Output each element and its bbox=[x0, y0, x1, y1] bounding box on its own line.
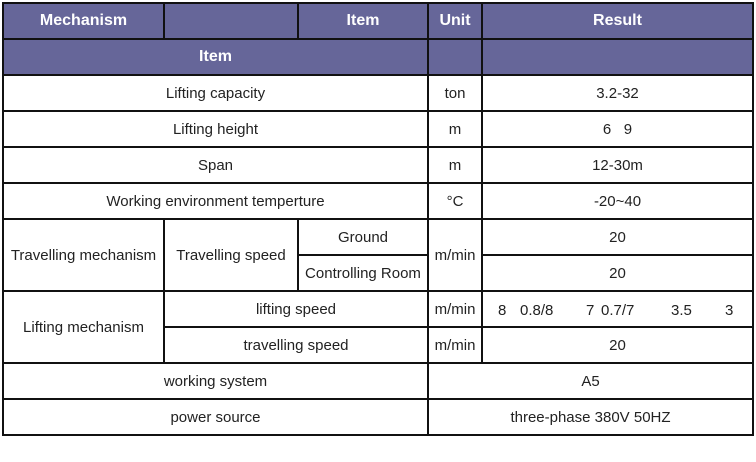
table-row: Travelling mechanism Travelling speed Gr… bbox=[2, 218, 754, 292]
header-blank bbox=[163, 2, 299, 40]
unit-cell: ton bbox=[427, 74, 483, 112]
item-cell: Working environment temperture bbox=[2, 182, 429, 220]
result-cell: three-phase 380V 50HZ bbox=[427, 398, 754, 436]
table-row: Controlling Room 20 bbox=[3, 254, 754, 292]
value: 0.8/8 bbox=[520, 302, 554, 319]
unit-cell: °C bbox=[427, 182, 483, 220]
table-row: working system A5 bbox=[2, 362, 754, 400]
table-row: Span m 12-30m bbox=[2, 146, 754, 184]
result-cell: 20 bbox=[481, 326, 754, 364]
header-unit: Unit bbox=[427, 2, 483, 40]
result-cell: 20 bbox=[481, 218, 754, 256]
lifting-mechanism-cell: Lifting mechanism bbox=[2, 290, 165, 364]
subheader-row: Item bbox=[2, 38, 754, 76]
header-row: Mechanism Item Unit Result bbox=[2, 2, 754, 40]
result-cell: 12-30m bbox=[481, 146, 754, 184]
item-cell: Span bbox=[2, 146, 429, 184]
table-row: power source three-phase 380V 50HZ bbox=[2, 398, 754, 436]
item-cell: power source bbox=[2, 398, 429, 436]
item-cell: Lifting height bbox=[2, 110, 429, 148]
table-row: Working environment temperture °C -20~40 bbox=[2, 182, 754, 220]
table-row: Lifting mechanism lifting speed m/min 8 … bbox=[2, 290, 754, 364]
subheader-unit-blank bbox=[427, 38, 483, 76]
result-cell: 3.2-32 bbox=[481, 74, 754, 112]
unit-cell: m bbox=[427, 146, 483, 184]
unit-cell: m/min bbox=[427, 326, 483, 364]
lifting-speed-cell: lifting speed bbox=[163, 290, 429, 328]
unit-cell: m/min bbox=[427, 290, 483, 328]
item-cell: working system bbox=[2, 362, 429, 400]
result-cell: -20~40 bbox=[481, 182, 754, 220]
travelling-speed-cell: travelling speed bbox=[163, 326, 429, 364]
controlling-room-cell: Controlling Room bbox=[297, 254, 429, 292]
lifting-speed-values: 8 0.8/8 7 0.7/7 3.5 3 bbox=[481, 290, 754, 328]
header-mechanism: Mechanism bbox=[2, 2, 165, 40]
ground-cell: Ground bbox=[297, 218, 429, 256]
value: 3.5 bbox=[671, 302, 692, 319]
item-cell: Lifting capacity bbox=[2, 74, 429, 112]
result-cell: 6 9 bbox=[481, 110, 754, 148]
table-row: Lifting capacity ton 3.2-32 bbox=[2, 74, 754, 112]
travelling-mechanism-cell: Travelling mechanism bbox=[2, 218, 165, 292]
unit-cell: m/min bbox=[427, 218, 483, 292]
value: 0.7/7 bbox=[601, 302, 635, 319]
spec-table: Mechanism Item Unit Result Item Lifting … bbox=[2, 2, 754, 436]
value: 8 bbox=[498, 302, 507, 319]
travelling-speed-cell: Travelling speed bbox=[163, 218, 299, 292]
header-result: Result bbox=[481, 2, 754, 40]
table-row: travelling speed m/min 20 bbox=[3, 326, 754, 364]
subheader-result-blank bbox=[481, 38, 754, 76]
result-cell: A5 bbox=[427, 362, 754, 400]
result-cell: 20 bbox=[481, 254, 754, 292]
header-item: Item bbox=[297, 2, 429, 40]
value: 3 bbox=[725, 302, 734, 319]
unit-cell: m bbox=[427, 110, 483, 148]
table-row: Lifting height m 6 9 bbox=[2, 110, 754, 148]
value: 7 bbox=[586, 302, 595, 319]
subheader-item: Item bbox=[2, 38, 429, 76]
